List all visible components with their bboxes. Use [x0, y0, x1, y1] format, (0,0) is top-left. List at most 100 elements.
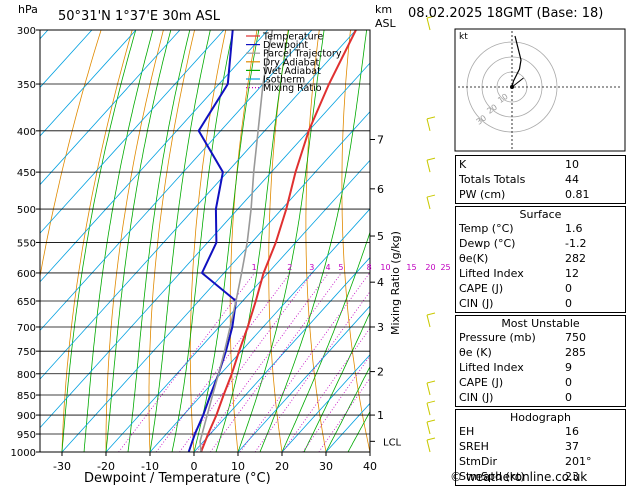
mixing-ratio-label: 10	[380, 263, 390, 272]
index-row: K 10	[459, 157, 622, 172]
profiles	[187, 30, 357, 452]
height-tick-label: 5	[377, 230, 384, 243]
wet-adiabat-line	[61, 30, 137, 452]
temperature-tick-label: 10	[231, 460, 245, 473]
sounding-indices-panel: K 10 Totals Totals 44 PW (cm) 0.81 Surface Te…	[455, 155, 626, 488]
wind-barb	[426, 17, 431, 31]
date-header: 08.02.2025 18GMT (Base: 18)	[408, 6, 604, 21]
most-unstable-label: θe (K)	[459, 346, 492, 359]
surface-value: 12	[565, 267, 579, 280]
most-unstable-box: Most Unstable Pressure (mb) 750 θe (K) 285 L…	[455, 315, 626, 407]
index-label: PW (cm)	[459, 188, 506, 201]
index-value: 44	[565, 173, 579, 186]
hodograph-stat-label: EH	[459, 425, 475, 438]
isotherm-line	[105, 159, 370, 452]
index-label: K	[459, 158, 467, 171]
dry-adiabat-line	[40, 30, 102, 279]
plot-frame	[39, 29, 371, 453]
height-tick-label: 4	[377, 276, 384, 289]
surface-label: Lifted Index	[459, 267, 524, 280]
isotherm-line	[40, 62, 370, 429]
surface-value: 1.6	[565, 222, 583, 235]
dry-adiabat-line	[61, 30, 133, 452]
legend-entry: Temperature	[262, 32, 323, 43]
isotherm-line	[40, 30, 137, 137]
wind-barb-flag	[426, 419, 436, 423]
legend-entry: Dry Adiabat	[263, 57, 320, 68]
most-unstable-value: 750	[565, 331, 586, 344]
footer-credit[interactable]: © weatheronline.co.uk	[450, 470, 588, 484]
surface-value: 282	[565, 252, 586, 265]
pressure-tick-label: 450	[17, 168, 36, 179]
index-row: PW (cm) 0.81	[459, 187, 622, 202]
pressure-tick-label: 750	[17, 347, 36, 358]
mixing-ratio-axis-label: Mixing Ratio (g/kg)	[389, 231, 402, 335]
temperature-tick-label: 40	[363, 460, 377, 473]
temperature-tick-label: 0	[191, 460, 198, 473]
index-row: Totals Totals 44	[459, 172, 622, 187]
isotherms	[40, 30, 370, 452]
mixing-ratio-line	[155, 272, 291, 452]
height-tick-label: 7	[377, 133, 384, 146]
most-unstable-label: CIN (J)	[459, 391, 494, 404]
wind-barb-flag	[426, 15, 436, 19]
surface-value: 0	[565, 297, 572, 310]
wind-barb	[426, 314, 431, 328]
mixing-ratio-label: 5	[338, 263, 343, 272]
wind-barb	[426, 196, 431, 210]
temperature-tick-label: 30	[319, 460, 333, 473]
temperature-tick-label: -20	[97, 460, 115, 473]
temperature-tick-label: -10	[141, 460, 159, 473]
pressure-unit: hPa	[18, 3, 38, 16]
hodograph-origin	[510, 85, 514, 89]
isotherm-line	[40, 30, 313, 332]
pressure-tick-label: 400	[17, 127, 36, 138]
wind-barb	[426, 382, 431, 396]
hodograph-frame	[454, 28, 626, 152]
legend-entry: Dewpoint	[263, 40, 308, 51]
temperature-tick-label: -30	[53, 460, 71, 473]
dry-adiabat-line	[105, 30, 164, 452]
temperature-profile	[200, 30, 357, 452]
wind-barbs	[426, 15, 436, 453]
hodograph-stat-label: StmDir	[459, 455, 498, 468]
height-tick-label: 6	[377, 183, 384, 196]
most-unstable-title: Most Unstable	[501, 317, 580, 330]
hodograph-stat-row: EH 16	[459, 424, 622, 439]
isotherm-line	[281, 354, 370, 452]
legend-entry: Isotherm	[263, 75, 305, 86]
storm-motion-arrow	[511, 77, 524, 88]
pressure-tick-label: 650	[17, 297, 36, 308]
lcl-label: LCL	[383, 437, 402, 448]
height-tick-label: 3	[377, 321, 384, 334]
most-unstable-row: CAPE (J) 0	[459, 375, 622, 390]
wet-adiabat-line	[105, 30, 172, 452]
pressure-tick-label: 700	[17, 323, 36, 334]
wind-barb-flag	[426, 400, 436, 404]
mixing-ratio-label: 1	[252, 263, 257, 272]
surface-row: Lifted Index 12	[459, 266, 622, 281]
most-unstable-row: CIN (J) 0	[459, 390, 622, 405]
parcel-trajectory	[199, 30, 274, 452]
surface-label: Temp (°C)	[459, 222, 514, 235]
hodograph-stat-value: 16	[565, 425, 579, 438]
surface-label: Dewp (°C)	[459, 237, 516, 250]
pressure-tick-label: 500	[17, 205, 36, 216]
wind-barb	[426, 421, 431, 435]
surface-label: CAPE (J)	[459, 282, 504, 295]
mixing-ratio-line	[318, 377, 370, 452]
dry-adiabat-line	[411, 30, 458, 452]
wind-barb-flag	[426, 312, 436, 316]
wet-adiabat-line	[325, 365, 370, 452]
hodograph-unit-label: kt	[459, 32, 468, 42]
wind-barb	[426, 439, 431, 453]
wet-adiabat-line	[303, 311, 370, 452]
pressure-tick-label: 800	[17, 370, 36, 381]
hodograph-table-title: Hodograph	[510, 411, 571, 424]
index-label: Totals Totals	[459, 173, 526, 186]
legend-entry: Wet Adiabat	[263, 66, 321, 77]
most-unstable-value: 0	[565, 391, 572, 404]
surface-title: Surface	[519, 208, 562, 221]
